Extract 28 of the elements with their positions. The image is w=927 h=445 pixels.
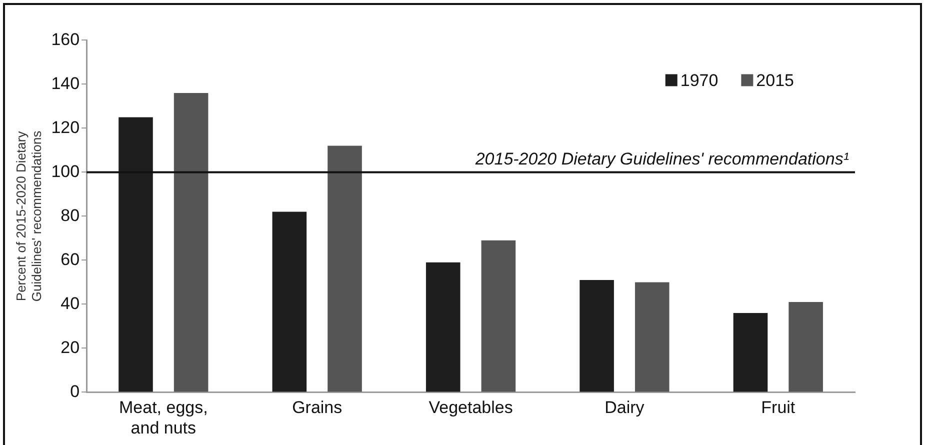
legend-label: 1970 xyxy=(680,70,718,90)
bar xyxy=(426,262,460,392)
y-tick-label: 100 xyxy=(51,162,80,181)
y-tick-label: 80 xyxy=(60,206,80,225)
x-tick-label: Grains xyxy=(292,398,342,418)
bar xyxy=(634,282,670,392)
y-tick-label: 60 xyxy=(60,250,80,269)
bar xyxy=(580,280,614,392)
y-tick-label: 140 xyxy=(51,74,80,93)
y-tick-label: 0 xyxy=(70,382,80,401)
bar xyxy=(481,240,516,392)
x-tick-label: Meat, eggs, and nuts xyxy=(118,398,208,438)
y-tick-label: 20 xyxy=(60,338,80,357)
x-tick-label: Dairy xyxy=(604,398,645,418)
x-tick-label: Vegetables xyxy=(428,398,513,418)
y-tick-label: 40 xyxy=(60,294,80,313)
y-tick-label: 160 xyxy=(51,30,80,49)
legend-label: 2015 xyxy=(756,70,794,90)
bar xyxy=(733,313,768,392)
bar xyxy=(328,146,362,392)
bar xyxy=(272,212,307,392)
x-tick-label: Fruit xyxy=(761,398,796,418)
bar xyxy=(174,93,208,392)
y-axis-title: Percent of 2015-2020 Dietary Guidelines' recommendations xyxy=(13,130,44,302)
bar xyxy=(118,117,153,392)
bar xyxy=(788,302,823,392)
y-tick-label: 120 xyxy=(51,118,80,137)
ref-line-label: 2015-2020 Dietary Guidelines' recommendations¹ xyxy=(474,149,850,168)
